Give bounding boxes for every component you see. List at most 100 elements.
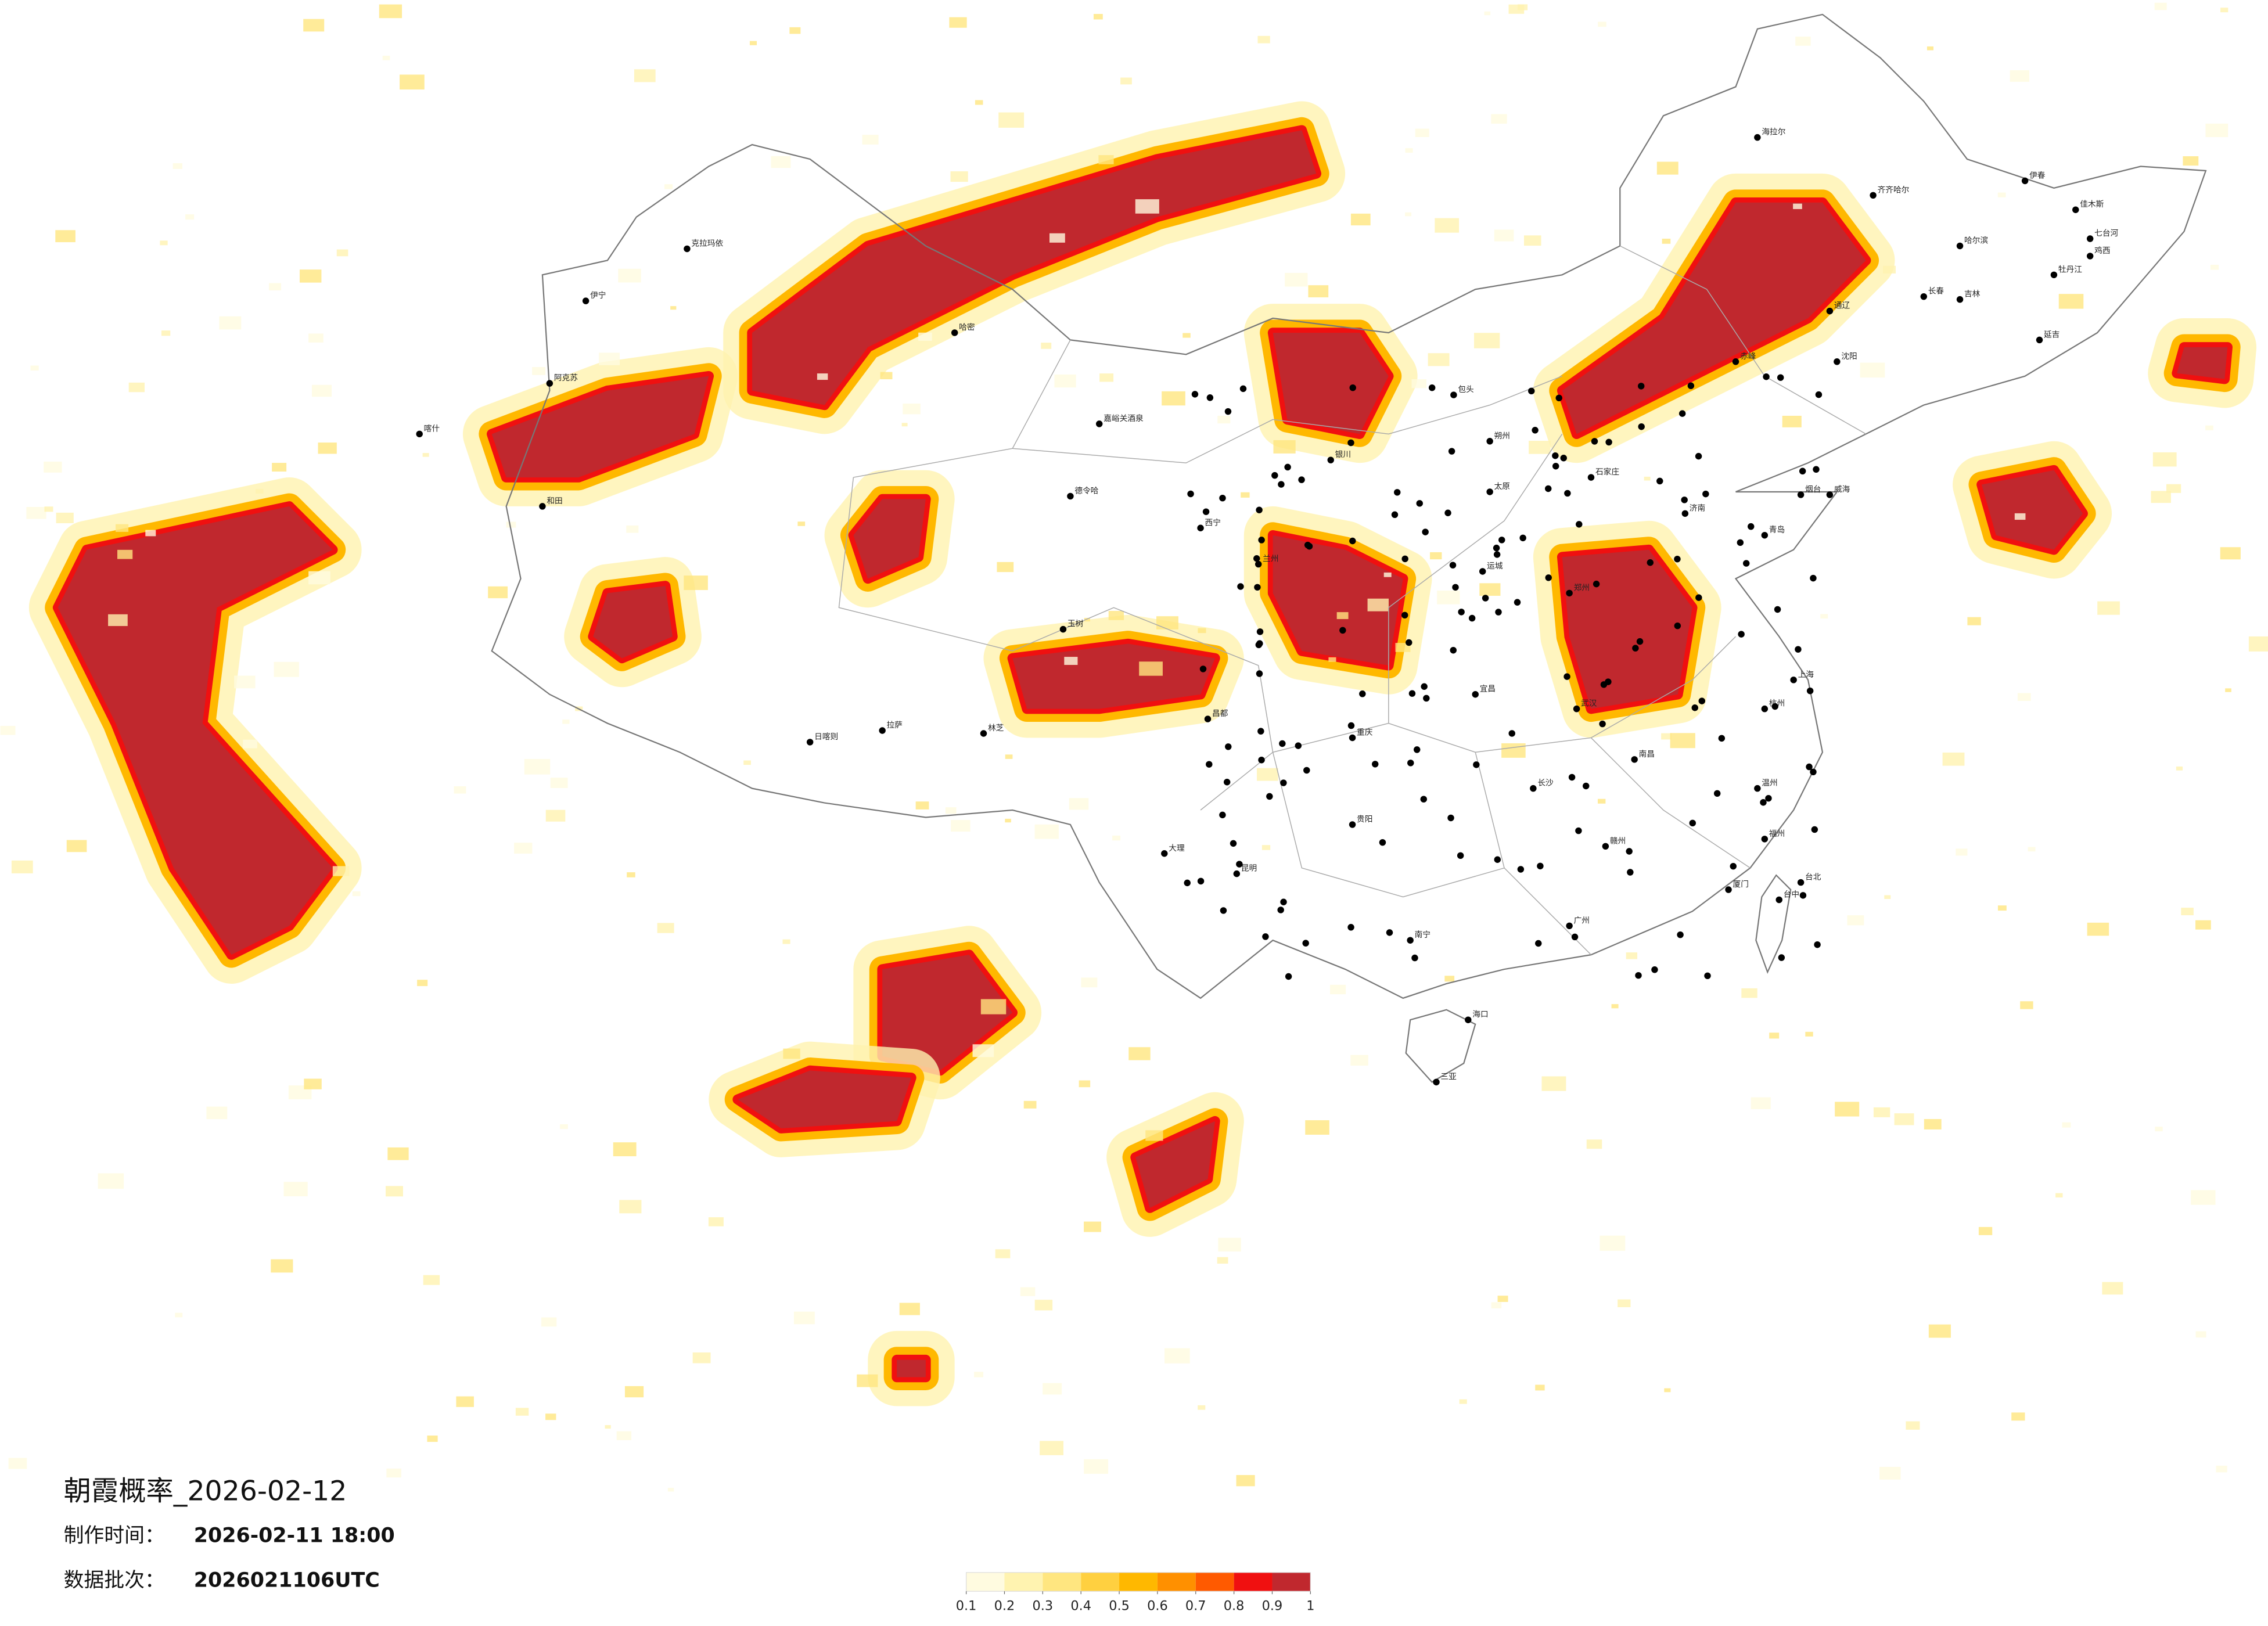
heat-speck xyxy=(997,562,1014,573)
heat-speck xyxy=(1751,1097,1771,1109)
city-dot xyxy=(1278,481,1285,488)
heat-speck xyxy=(308,571,330,585)
heat-speck xyxy=(1198,628,1206,634)
heat-speck xyxy=(2205,123,2229,138)
heat-speck xyxy=(1079,1080,1091,1088)
city-dot xyxy=(1059,625,1067,633)
colorbar-tick-label: 0.7 xyxy=(1185,1599,1206,1614)
city-dot xyxy=(1401,611,1408,619)
city-dot xyxy=(1566,589,1573,597)
heat-speck xyxy=(1769,1033,1780,1039)
heat-speck xyxy=(1956,848,1968,856)
city-dot xyxy=(1482,595,1489,602)
heat-speck xyxy=(901,423,908,427)
heat-speck xyxy=(1484,11,1491,16)
city-dot xyxy=(1486,488,1493,495)
city-dot xyxy=(1760,799,1767,806)
heat-speck xyxy=(664,184,673,189)
city-label: 南昌 xyxy=(1639,750,1655,759)
city-dot xyxy=(1742,560,1750,567)
heat-speck xyxy=(975,100,983,105)
heat-speck xyxy=(1405,148,1413,153)
heat-speck xyxy=(336,249,348,257)
heat-speck xyxy=(175,1312,183,1318)
city-dot xyxy=(1258,537,1265,544)
city-label: 德令哈 xyxy=(1074,486,1098,495)
heat-speck xyxy=(980,999,1007,1015)
heat-speck xyxy=(562,720,570,724)
colorbar: 0.1 0.2 0.3 0.4 0.5 0.6 0.7 0.8 0.9 1 xyxy=(956,1572,1314,1614)
city-dot xyxy=(1262,933,1269,940)
heat-speck xyxy=(1198,1405,1206,1410)
city-label: 贵阳 xyxy=(1357,815,1372,824)
heat-speck xyxy=(1656,161,1678,175)
heat-speck xyxy=(1618,1299,1631,1307)
city-dot xyxy=(1573,705,1580,713)
city-dot xyxy=(1576,521,1583,528)
city-dot xyxy=(1638,423,1645,430)
city-dot xyxy=(1420,796,1427,803)
made-time: 2026-02-11 18:00 xyxy=(194,1524,395,1548)
heat-speck xyxy=(743,760,751,765)
heat-speck xyxy=(1043,1383,1062,1395)
heat-speck xyxy=(417,980,428,987)
city-dot xyxy=(1687,382,1695,390)
heat-speck xyxy=(1428,353,1450,366)
heat-speck xyxy=(55,230,76,243)
city-dot xyxy=(1271,472,1278,479)
city-label: 七台河 xyxy=(2094,229,2118,238)
city-dot xyxy=(1695,452,1702,460)
heat-speck xyxy=(283,1182,308,1196)
city-dot xyxy=(1681,510,1689,517)
heat-speck xyxy=(2155,1127,2163,1132)
city-label: 阿克苏 xyxy=(554,373,578,383)
city-dot xyxy=(1254,584,1261,591)
city-dot xyxy=(1778,954,1785,961)
city-dot xyxy=(1777,374,1784,381)
city-dot xyxy=(1473,761,1480,768)
city-dot xyxy=(1725,886,1732,893)
city-dot xyxy=(582,297,590,304)
city-label: 哈密 xyxy=(959,322,975,332)
city-label: 武汉 xyxy=(1581,699,1597,708)
heat-speck xyxy=(1906,1421,1920,1430)
city-dot xyxy=(1761,836,1769,843)
city-label: 烟台 xyxy=(1805,485,1821,494)
city-dot xyxy=(1219,494,1226,502)
heat-speck xyxy=(382,55,390,60)
heat-speck xyxy=(1257,35,1270,44)
city-dot xyxy=(416,430,423,438)
city-dot xyxy=(1401,555,1408,563)
heat-speck xyxy=(918,332,932,341)
heat-core xyxy=(1135,1121,1215,1208)
city-dot xyxy=(684,245,691,253)
city-dot xyxy=(1599,720,1606,728)
city-dot xyxy=(1582,782,1590,790)
city-dot xyxy=(1230,840,1237,847)
heat-speck xyxy=(616,1431,632,1440)
heat-speck xyxy=(903,404,921,415)
taiwan-border xyxy=(1755,874,1792,974)
city-label: 西宁 xyxy=(1205,517,1221,527)
city-dot xyxy=(1197,524,1204,531)
city-label: 伊宁 xyxy=(590,290,606,300)
city-dot xyxy=(1635,972,1642,979)
city-dot xyxy=(1416,500,1423,507)
heat-speck xyxy=(185,214,195,220)
heat-speck xyxy=(1023,1100,1037,1109)
city-label: 朔州 xyxy=(1494,431,1510,441)
heat-speck xyxy=(1395,643,1411,652)
heat-speck xyxy=(116,524,129,532)
heat-speck xyxy=(387,1147,409,1160)
heat-speck xyxy=(1285,272,1308,287)
city-dot xyxy=(1532,427,1539,434)
heat-speck xyxy=(386,1468,401,1478)
city-dot xyxy=(1257,728,1264,735)
city-dot xyxy=(1161,850,1168,857)
city-dot xyxy=(1718,735,1726,742)
city-dot xyxy=(1256,640,1263,647)
heat-speck xyxy=(312,384,332,397)
heat-speck xyxy=(1926,46,1933,51)
heat-core xyxy=(1273,535,1403,665)
heat-speck xyxy=(506,521,516,528)
